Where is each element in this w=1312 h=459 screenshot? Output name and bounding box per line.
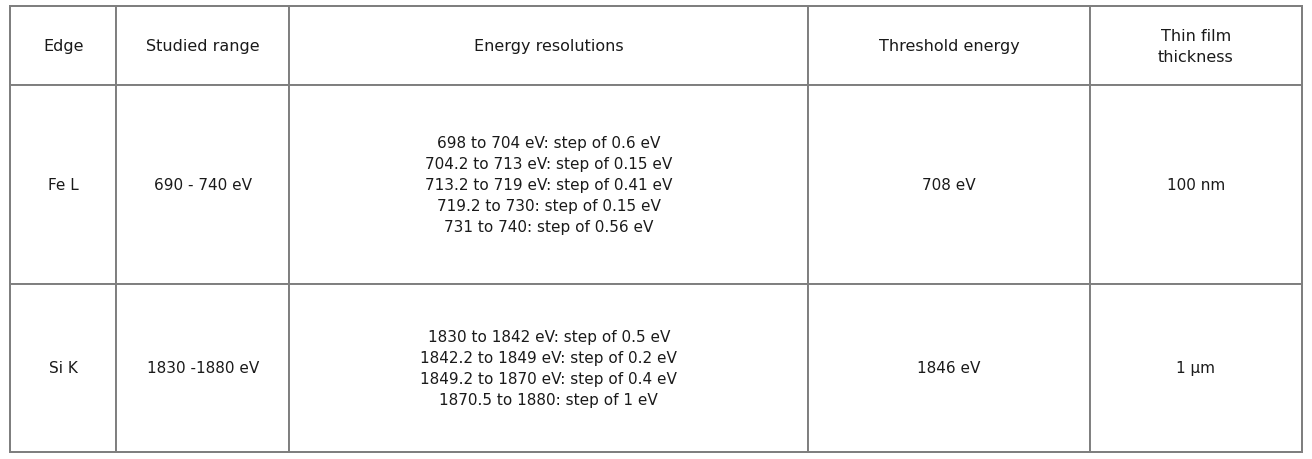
Bar bbox=[808, 7, 1090, 86]
Text: Fe L: Fe L bbox=[49, 178, 79, 193]
Bar bbox=[1090, 86, 1302, 284]
Bar bbox=[290, 284, 808, 452]
Bar bbox=[10, 284, 117, 452]
Text: 690 - 740 eV: 690 - 740 eV bbox=[154, 178, 252, 193]
Bar bbox=[1090, 284, 1302, 452]
Text: 1 μm: 1 μm bbox=[1176, 361, 1215, 375]
Text: 1846 eV: 1846 eV bbox=[917, 361, 981, 375]
Text: 698 to 704 eV: step of 0.6 eV
704.2 to 713 eV: step of 0.15 eV
713.2 to 719 eV: : 698 to 704 eV: step of 0.6 eV 704.2 to 7… bbox=[425, 136, 673, 235]
Bar bbox=[117, 7, 290, 86]
Text: 1830 to 1842 eV: step of 0.5 eV
1842.2 to 1849 eV: step of 0.2 eV
1849.2 to 1870: 1830 to 1842 eV: step of 0.5 eV 1842.2 t… bbox=[420, 329, 677, 407]
Bar bbox=[10, 7, 117, 86]
Bar bbox=[10, 86, 117, 284]
Text: Energy resolutions: Energy resolutions bbox=[474, 39, 623, 54]
Text: 100 nm: 100 nm bbox=[1166, 178, 1225, 193]
Text: Edge: Edge bbox=[43, 39, 84, 54]
Bar bbox=[808, 284, 1090, 452]
Text: Si K: Si K bbox=[49, 361, 77, 375]
Text: 1830 -1880 eV: 1830 -1880 eV bbox=[147, 361, 258, 375]
Bar bbox=[290, 7, 808, 86]
Bar bbox=[290, 86, 808, 284]
Text: Studied range: Studied range bbox=[146, 39, 260, 54]
Text: 708 eV: 708 eV bbox=[922, 178, 976, 193]
Bar bbox=[117, 86, 290, 284]
Bar bbox=[808, 86, 1090, 284]
Text: Thin film
thickness: Thin film thickness bbox=[1157, 28, 1233, 64]
Bar bbox=[117, 284, 290, 452]
Text: Threshold energy: Threshold energy bbox=[879, 39, 1019, 54]
Bar bbox=[1090, 7, 1302, 86]
